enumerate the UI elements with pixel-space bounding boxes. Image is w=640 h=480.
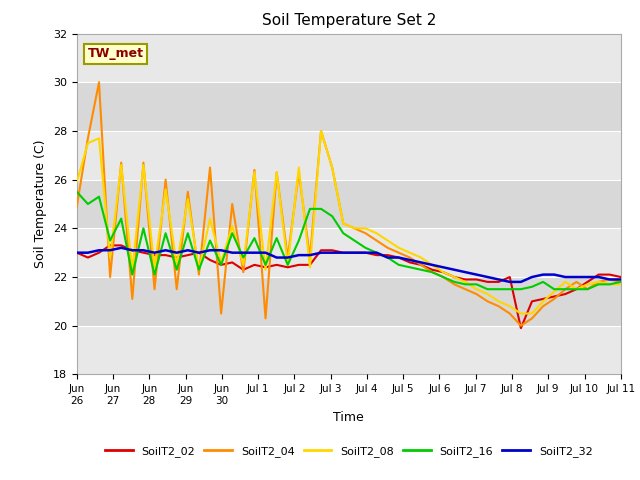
Text: TW_met: TW_met <box>88 48 144 60</box>
Bar <box>77 82 621 131</box>
Bar <box>77 277 621 326</box>
Bar <box>77 228 621 277</box>
Bar <box>77 326 621 374</box>
Bar <box>77 180 621 228</box>
Title: Soil Temperature Set 2: Soil Temperature Set 2 <box>262 13 436 28</box>
Y-axis label: Soil Temperature (C): Soil Temperature (C) <box>35 140 47 268</box>
X-axis label: Time: Time <box>333 411 364 424</box>
Bar <box>77 131 621 180</box>
Bar <box>77 34 621 82</box>
Legend: SoilT2_02, SoilT2_04, SoilT2_08, SoilT2_16, SoilT2_32: SoilT2_02, SoilT2_04, SoilT2_08, SoilT2_… <box>100 441 597 461</box>
